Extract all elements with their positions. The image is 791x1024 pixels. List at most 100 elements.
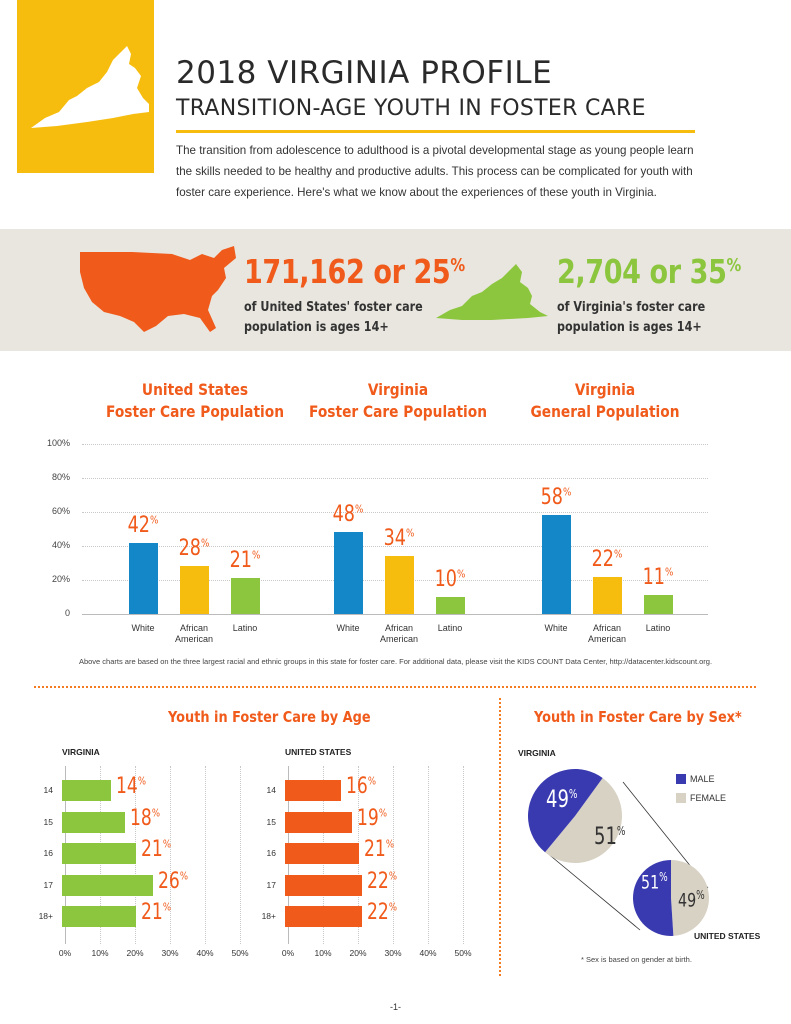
x-tick-label: 20%	[349, 948, 367, 958]
us-age-bar	[285, 780, 341, 801]
page-subtitle: TRANSITION-AGE YOUTH IN FOSTER CARE	[176, 96, 646, 121]
x-tick-label: 50%	[454, 948, 472, 958]
y-tick-label: 100%	[46, 438, 70, 448]
age-value-label: 14%	[116, 774, 146, 799]
category-label: Latino	[437, 623, 463, 633]
bar-value-label: 58%	[540, 485, 572, 511]
bar-value-label: 48%	[332, 502, 364, 528]
age-va-label: VIRGINIA	[62, 747, 100, 757]
va-general-chart-title: Virginia General Population	[530, 380, 680, 421]
us-stat-description: of United States' foster care population…	[244, 300, 423, 335]
age-us-label: UNITED STATES	[285, 747, 352, 757]
section-divider	[34, 686, 756, 688]
category-label: African American	[587, 623, 626, 644]
age-value-label: 19%	[356, 805, 387, 831]
x-tick-label: 10%	[91, 948, 109, 958]
age-gridline	[463, 766, 464, 944]
gridline	[82, 444, 708, 445]
connector-line-bottom	[545, 851, 641, 931]
sex-va-label: VIRGINIA	[518, 748, 556, 758]
us-female-value: 49%	[678, 888, 705, 912]
x-tick-label: 20%	[126, 948, 144, 958]
us-age-bar	[285, 843, 359, 864]
va-age-bar	[62, 906, 136, 927]
bar-value-label: 11%	[642, 565, 674, 591]
va-male-value: 49%	[546, 785, 578, 813]
us-foster-chart-title: United States Foster Care Population	[106, 380, 284, 421]
x-tick-label: 30%	[384, 948, 402, 958]
va-stat-description: of Virginia's foster care population is …	[557, 300, 706, 335]
age-gridline	[205, 766, 206, 944]
us-age-bar	[285, 906, 362, 927]
age-section-title: Youth in Foster Care by Age	[168, 708, 371, 726]
gridline	[82, 512, 708, 513]
sex-footnote: * Sex is based on gender at birth.	[581, 955, 692, 964]
bar-white	[334, 532, 363, 614]
va-female-slice	[545, 777, 622, 863]
x-tick-label: 40%	[419, 948, 437, 958]
bar-value-label: 21%	[229, 548, 261, 574]
x-tick-label: 0%	[281, 948, 295, 958]
bar-value-label: 10%	[434, 567, 466, 592]
y-tick-label: 0	[64, 608, 70, 618]
age-label: 14	[43, 785, 53, 795]
category-label: White	[544, 623, 568, 633]
age-value-label: 21%	[363, 837, 394, 862]
y-tick-label: 20%	[51, 574, 70, 584]
title-underline	[176, 130, 695, 133]
va-female-value: 51%	[594, 822, 626, 850]
bar-african-american	[593, 576, 622, 614]
age-label: 14	[266, 785, 276, 795]
y-tick-label: 60%	[51, 506, 70, 516]
legend-female-label: FEMALE	[690, 793, 727, 803]
va-stat: 2,704 or 35%	[557, 252, 741, 291]
va-foster-chart-title: Virginia Foster Care Population	[309, 380, 487, 421]
category-label: White	[336, 623, 360, 633]
age-charts-area: 0% 10% 20% 30% 40% 50% 14 14% 15 18% 16 21% 17 26% 18+…	[0, 760, 500, 970]
x-tick-label: 0%	[58, 948, 72, 958]
category-label: White	[131, 623, 155, 633]
gridline	[82, 546, 708, 547]
us-stat: 171,162 or 25%	[244, 252, 465, 291]
age-gridline	[358, 766, 359, 944]
header-color-block	[17, 0, 154, 173]
age-gridline	[428, 766, 429, 944]
bar-white	[129, 542, 158, 614]
va-age-bar	[62, 811, 125, 833]
page-title: 2018 VIRGINIA PROFILE	[176, 55, 553, 91]
legend-male-label: MALE	[690, 774, 715, 784]
age-label: 16	[266, 848, 276, 858]
bar-value-label: 42%	[127, 512, 159, 538]
legend-male-swatch	[676, 774, 686, 784]
va-age-bar	[62, 843, 136, 864]
us-age-bar	[285, 811, 352, 833]
age-value-label: 26%	[158, 868, 188, 894]
age-gridline	[135, 766, 136, 944]
bar-african-american	[385, 556, 414, 614]
race-charts-area: 100% 80% 60% 40% 20% 0 42% White 28% African Ameri…	[0, 430, 791, 660]
age-value-label: 22%	[367, 900, 397, 925]
category-label: Latino	[232, 623, 258, 633]
bar-white	[542, 515, 571, 614]
va-age-bar	[62, 874, 153, 896]
sex-pies	[528, 769, 709, 936]
category-label: Latino	[645, 623, 671, 633]
age-value-label: 22%	[367, 868, 397, 894]
x-tick-label: 30%	[161, 948, 179, 958]
bar-value-label: 28%	[178, 536, 210, 562]
age-label: 15	[43, 816, 53, 827]
us-map-icon	[80, 246, 236, 332]
age-label: 17	[266, 879, 276, 890]
us-female-slice	[671, 860, 709, 936]
y-tick-label: 40%	[51, 540, 70, 550]
bar-latino	[231, 578, 260, 614]
x-tick-label: 40%	[196, 948, 214, 958]
x-tick-label: 10%	[314, 948, 332, 958]
age-label: 16	[43, 848, 53, 858]
bar-latino	[644, 595, 673, 614]
va-age-bar	[62, 780, 111, 801]
sex-section-title: Youth in Foster Care by Sex*	[534, 708, 742, 726]
age-gridline	[170, 766, 171, 944]
virginia-green-map-icon	[436, 264, 548, 320]
gridline	[82, 478, 708, 479]
